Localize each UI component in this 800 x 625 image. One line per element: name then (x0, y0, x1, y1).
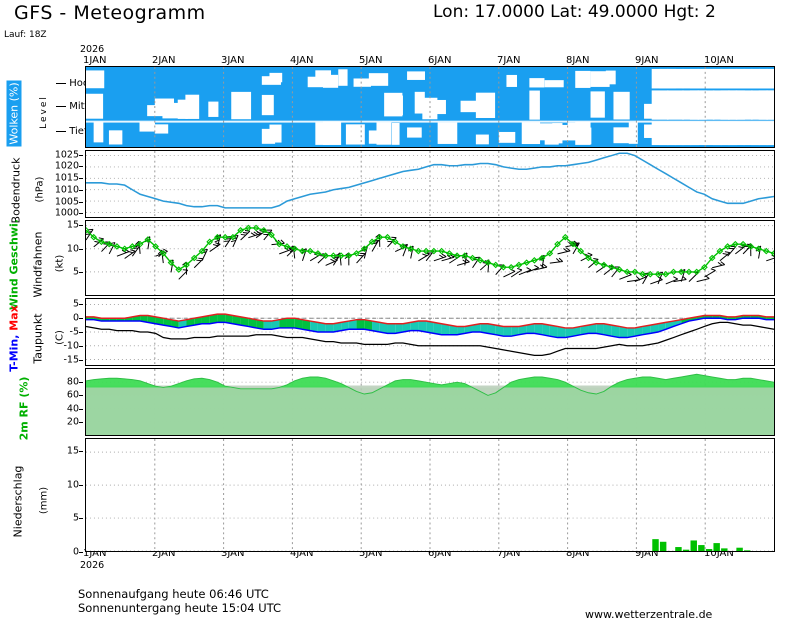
axis-tick-label: 1015 (54, 172, 79, 184)
year-label-top: 2026 (80, 44, 105, 55)
axis-tick-label: 1010 (54, 184, 79, 196)
axis-tick (79, 360, 83, 362)
clouds-level-label: Level (39, 95, 49, 129)
axis-tick-label: 15 (66, 445, 79, 457)
date-label: 10JAN (704, 548, 734, 559)
axis-tick-label: -15 (63, 354, 79, 366)
date-label: 6JAN (428, 548, 452, 559)
axis-tick (79, 224, 83, 226)
axis-tick-label: 15 (66, 219, 79, 231)
axis-tick (79, 408, 83, 410)
axis-tick-label: 10 (66, 479, 79, 491)
axis-tick (79, 201, 83, 203)
temperature-panel[interactable] (85, 298, 775, 366)
axis-tick (79, 178, 83, 180)
date-label: 3JAN (221, 548, 245, 559)
precipitation-panel[interactable] (85, 438, 775, 552)
cloud-level-hoch: Hoch (56, 78, 95, 89)
date-label: 9JAN (635, 55, 659, 66)
axis-tick-label: 20 (66, 416, 79, 428)
axis-tick-label: 1000 (54, 207, 79, 219)
axis-tick (79, 213, 83, 215)
date-label: 3JAN (221, 55, 245, 66)
run-label: Lauf: 18Z (4, 30, 47, 40)
wind-barb-axis-label: Windfahnen (31, 231, 45, 298)
date-label: 2JAN (152, 55, 176, 66)
axis-tick (79, 332, 83, 333)
axis-tick-label: -10 (63, 340, 79, 352)
sunset-text: Sonnenuntergang heute 15:04 UTC (78, 601, 282, 615)
axis-tick-label: 1025 (54, 149, 79, 161)
axis-tick-label: 60 (66, 389, 79, 401)
date-label: 4JAN (290, 548, 314, 559)
axis-tick (79, 422, 83, 424)
date-label: 9JAN (635, 548, 659, 559)
axis-tick (79, 248, 83, 250)
date-label: 8JAN (566, 548, 590, 559)
date-label: 8JAN (566, 55, 590, 66)
coordinates-text: Lon: 17.0000 Lat: 49.0000 Hgt: 2 (433, 2, 716, 22)
cloud-cover-panel[interactable] (85, 66, 775, 148)
cloud-level-mittel: Mittel (56, 101, 97, 112)
date-label: 5JAN (359, 548, 383, 559)
axis-tick-label: 1005 (54, 196, 79, 208)
date-label: 5JAN (359, 55, 383, 66)
axis-tick (79, 189, 83, 191)
date-label: 2JAN (152, 548, 176, 559)
clouds-axis-label: Wolken (%) (6, 80, 22, 147)
axis-tick-label: 40 (66, 403, 79, 415)
page-title: GFS - Meteogramm (14, 2, 206, 24)
axis-tick (79, 395, 83, 397)
date-label: 4JAN (290, 55, 314, 66)
cloud-level-tief: Tief (56, 126, 87, 137)
axis-tick (79, 552, 83, 553)
relative-humidity-panel[interactable] (85, 368, 775, 436)
axis-tick-label: 0 (72, 312, 79, 324)
axis-tick-label: 5 (72, 266, 79, 278)
axis-tick (79, 346, 83, 348)
date-axis-bottom: 1JAN 2JAN 3JAN 4JAN 5JAN 6JAN 7JAN 8JAN 9JAN 10JA… (0, 548, 800, 560)
date-label: 1JAN (83, 548, 107, 559)
precip-axis-label: Niederschlag (11, 465, 25, 538)
axis-tick (79, 484, 83, 486)
axis-tick (79, 317, 83, 319)
axis-tick-label: 10 (66, 243, 79, 254)
axis-tick-label: 0 (72, 546, 79, 558)
date-label: 6JAN (428, 55, 452, 66)
axis-tick-label: 80 (66, 376, 79, 388)
year-label-bottom: 2026 (80, 560, 105, 571)
axis-tick-label: 1020 (54, 160, 79, 172)
axis-tick-label: -5 (69, 326, 79, 338)
axis-tick (79, 518, 83, 520)
axis-tick (79, 303, 83, 305)
axis-tick (79, 154, 83, 156)
website-text: www.wetterzentrale.de (585, 608, 713, 621)
wind-panel[interactable] (85, 220, 775, 296)
date-label: 7JAN (497, 548, 521, 559)
date-label: 7JAN (497, 55, 521, 66)
axis-tick-label: 5 (72, 512, 79, 524)
date-label: 10JAN (704, 55, 734, 66)
axis-tick-label: 5 (72, 298, 79, 310)
sunrise-text: Sonnenaufgang heute 06:46 UTC (78, 587, 269, 601)
date-axis-top: 1JAN 2JAN 3JAN 4JAN 5JAN 6JAN 7JAN 8JAN 9JAN 10JA… (0, 55, 800, 67)
axis-tick (79, 272, 83, 274)
axis-tick (79, 381, 83, 383)
surface-pressure-panel[interactable] (85, 150, 775, 218)
axis-tick (79, 451, 83, 453)
date-label: 1JAN (83, 55, 107, 66)
axis-tick (79, 166, 83, 168)
